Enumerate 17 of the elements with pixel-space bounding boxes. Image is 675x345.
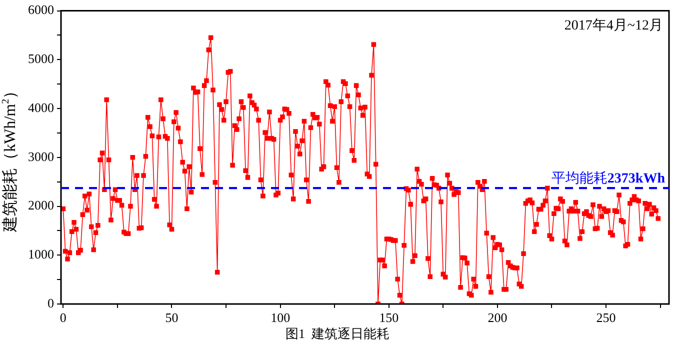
y-tick-label: 0 xyxy=(48,295,54,310)
y-tick-label: 4000 xyxy=(28,100,54,115)
y-tick-label: 2000 xyxy=(28,198,54,213)
y-tick-label: 1000 xyxy=(28,246,54,262)
x-tick-label: 50 xyxy=(165,310,178,326)
y-tick-label: 5000 xyxy=(28,51,54,66)
x-tick-label: 100 xyxy=(270,310,290,326)
x-tick-label: 200 xyxy=(488,310,508,326)
x-tick-label: 0 xyxy=(60,310,66,326)
caption: 图1 建筑逐日能耗 xyxy=(284,325,390,343)
annotation: 2017年4月~12月 xyxy=(564,17,663,34)
y-axis-title: 建筑能耗（kWh/m2） xyxy=(0,82,20,233)
x-tick-label: 250 xyxy=(596,310,616,326)
x-tick-label: 150 xyxy=(379,310,399,326)
y-tick-label: 3000 xyxy=(28,148,54,164)
ref-line-label: 平均能耗2373kWh xyxy=(551,170,666,187)
y-tick-label: 6000 xyxy=(28,2,54,18)
